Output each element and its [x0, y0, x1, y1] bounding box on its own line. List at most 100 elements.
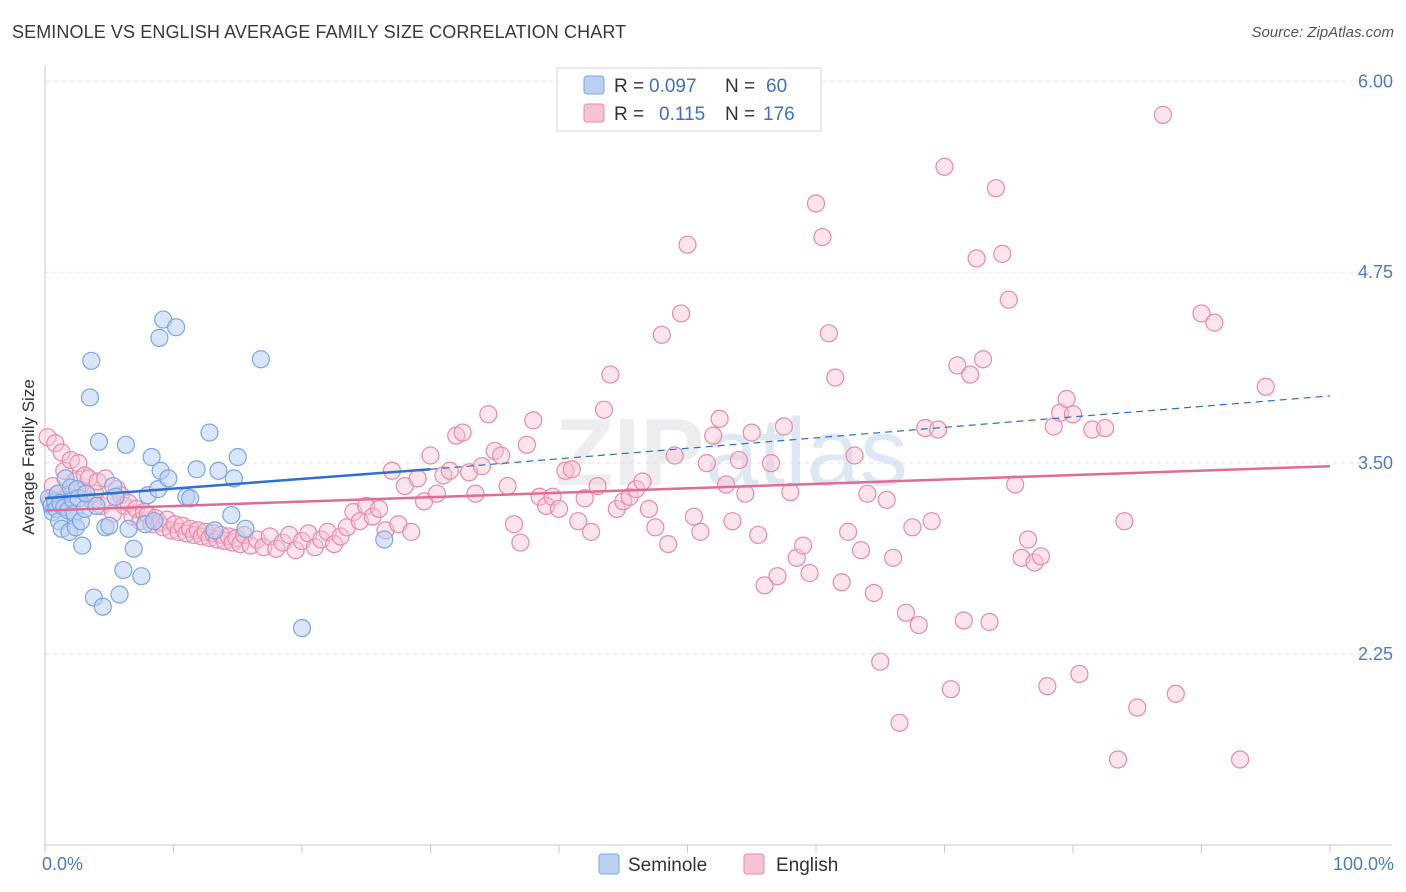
grid-lines	[45, 80, 1392, 655]
bottom-legend-label-english: English	[776, 855, 838, 876]
point-seminole-34	[114, 560, 133, 580]
point-seminole-59	[251, 350, 270, 369]
point-seminole-53	[205, 521, 224, 540]
point-english-179	[1038, 677, 1057, 696]
point-seminole-44	[150, 328, 169, 347]
point-english-164	[941, 680, 961, 699]
point-english-96	[504, 515, 524, 534]
point-english-147	[832, 573, 851, 592]
point-english-168	[967, 249, 986, 268]
point-seminole-54	[209, 461, 228, 480]
point-english-153	[871, 652, 890, 671]
point-english-169	[973, 350, 993, 369]
point-english-105	[562, 460, 581, 479]
point-english-189	[1128, 698, 1147, 717]
point-seminole-26	[87, 496, 106, 516]
point-english-144	[813, 227, 832, 247]
point-english-182	[1057, 389, 1076, 409]
legend-r-value-english: 0.115	[659, 104, 705, 125]
source-label: Source: ZipAtlas.com	[1251, 24, 1394, 41]
point-english-92	[479, 405, 498, 424]
legend-n-label-english: N =	[725, 104, 755, 125]
point-english-176	[1018, 530, 1038, 549]
point-english-142	[800, 564, 819, 583]
trend-line-english	[44, 464, 1331, 512]
point-english-84	[427, 484, 447, 503]
point-english-162	[928, 420, 948, 439]
point-seminole-36	[119, 519, 138, 538]
point-seminole-35	[116, 435, 136, 454]
point-english-184	[1070, 664, 1089, 684]
point-english-152	[864, 583, 883, 603]
point-english-194	[1230, 750, 1250, 769]
bottom-legend: Seminole English	[598, 853, 838, 876]
point-english-118	[646, 518, 665, 537]
point-english-133	[742, 423, 761, 442]
legend-r-label-english: R =	[614, 104, 644, 125]
y-tick-label-0: 2.25	[1358, 644, 1393, 664]
point-english-151	[858, 484, 877, 503]
point-seminole-38	[132, 567, 151, 586]
point-english-145	[819, 324, 838, 343]
top-legend: R = 0.097 N = 60 R = 0.115 N = 176	[556, 67, 822, 132]
legend-r-value-seminole: 0.097	[649, 76, 697, 97]
point-english-172	[993, 244, 1012, 263]
y-tick-label-1: 3.50	[1358, 453, 1393, 473]
point-english-193	[1205, 313, 1224, 332]
legend-n-label-seminole: N =	[725, 76, 755, 97]
point-english-112	[607, 499, 626, 519]
point-english-149	[845, 446, 864, 465]
point-english-187	[1108, 750, 1128, 769]
point-english-68	[325, 534, 344, 554]
point-english-120	[659, 534, 678, 554]
point-english-88	[453, 423, 472, 442]
trend-lines	[44, 395, 1331, 512]
point-english-123	[678, 235, 697, 254]
point-english-114	[620, 487, 639, 506]
trend-line-seminole-dashed	[430, 395, 1331, 470]
point-english-157	[896, 603, 916, 622]
point-seminole-24	[82, 351, 101, 370]
point-english-158	[903, 518, 922, 537]
point-english-173	[999, 290, 1018, 309]
point-english-69	[331, 527, 350, 546]
point-seminole-41	[142, 447, 161, 467]
legend-r-label-seminole: R =	[614, 76, 644, 97]
point-english-146	[826, 368, 845, 387]
point-english-129	[716, 475, 736, 494]
x-ticks	[44, 845, 1331, 853]
point-english-65	[305, 538, 324, 557]
point-english-195	[1256, 377, 1275, 396]
point-english-106	[569, 512, 588, 531]
point-seminole-33	[110, 585, 129, 604]
point-english-150	[851, 541, 871, 560]
point-english-107	[575, 489, 594, 508]
point-seminole-51	[187, 460, 206, 479]
point-english-62	[286, 541, 305, 560]
point-english-163	[935, 157, 954, 176]
point-english-110	[594, 400, 614, 419]
point-seminole-23	[80, 388, 100, 407]
point-english-99	[524, 411, 543, 430]
point-english-183	[1063, 405, 1083, 424]
point-english-171	[986, 179, 1006, 198]
point-seminole-32	[106, 487, 125, 506]
point-seminole-37	[124, 539, 143, 558]
point-english-126	[697, 454, 716, 473]
point-english-136	[761, 454, 781, 473]
point-seminole-52	[200, 423, 219, 442]
point-english-103	[549, 499, 569, 519]
legend-swatch-english	[583, 103, 605, 123]
point-english-91	[472, 457, 491, 476]
point-english-111	[601, 365, 620, 384]
chart-title: SEMINOLE VS ENGLISH AVERAGE FAMILY SIZE …	[12, 22, 627, 42]
legend-swatch-seminole	[583, 75, 605, 95]
point-english-74	[363, 507, 382, 526]
point-english-119	[652, 325, 671, 344]
point-english-90	[466, 484, 485, 503]
point-english-174	[1006, 475, 1025, 494]
point-english-86	[440, 461, 459, 480]
point-english-138	[774, 417, 793, 436]
y-axis-label: Average Family Size	[19, 379, 38, 535]
point-english-161	[922, 512, 941, 531]
